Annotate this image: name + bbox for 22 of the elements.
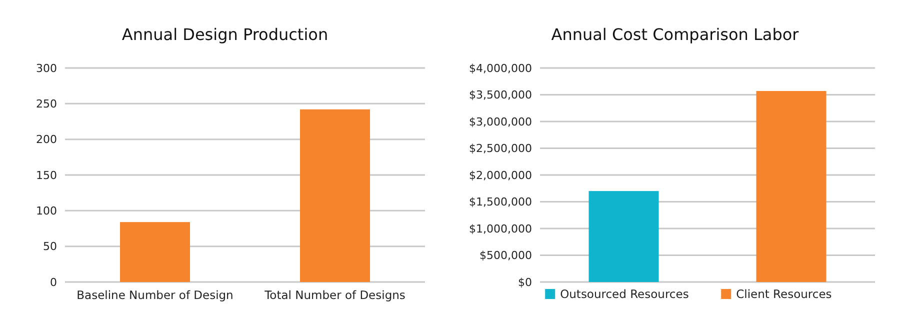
y-tick-label: 0 xyxy=(50,276,57,289)
y-tick-label: $500,000 xyxy=(480,249,532,262)
legend-label: Outsourced Resources xyxy=(560,287,689,302)
y-tick-label: 150 xyxy=(36,168,57,182)
y-tick-label: $0 xyxy=(518,276,532,289)
y-tick-label: $2,500,000 xyxy=(469,142,532,156)
legend-label: Client Resources xyxy=(736,287,832,302)
y-tick-label: $4,000,000 xyxy=(469,62,532,75)
y-tick-label: $2,000,000 xyxy=(469,168,532,182)
y-tick-label: 300 xyxy=(36,62,57,75)
y-tick-label: $3,000,000 xyxy=(469,115,532,128)
x-tick-label: Total Number of Designs xyxy=(264,288,406,302)
y-tick-label: $1,000,000 xyxy=(469,222,532,236)
chart-title: Annual Design Production xyxy=(122,25,328,44)
x-tick-label: Baseline Number of Design xyxy=(76,288,234,302)
y-tick-label: 200 xyxy=(36,133,57,146)
y-tick-label: $1,500,000 xyxy=(469,196,532,209)
chart-title: Annual Cost Comparison Labor xyxy=(551,25,800,44)
y-tick-label: 100 xyxy=(36,204,57,218)
y-tick-label: 50 xyxy=(43,240,57,254)
y-tick-label: $3,500,000 xyxy=(469,88,532,102)
y-tick-label: 250 xyxy=(36,98,57,111)
